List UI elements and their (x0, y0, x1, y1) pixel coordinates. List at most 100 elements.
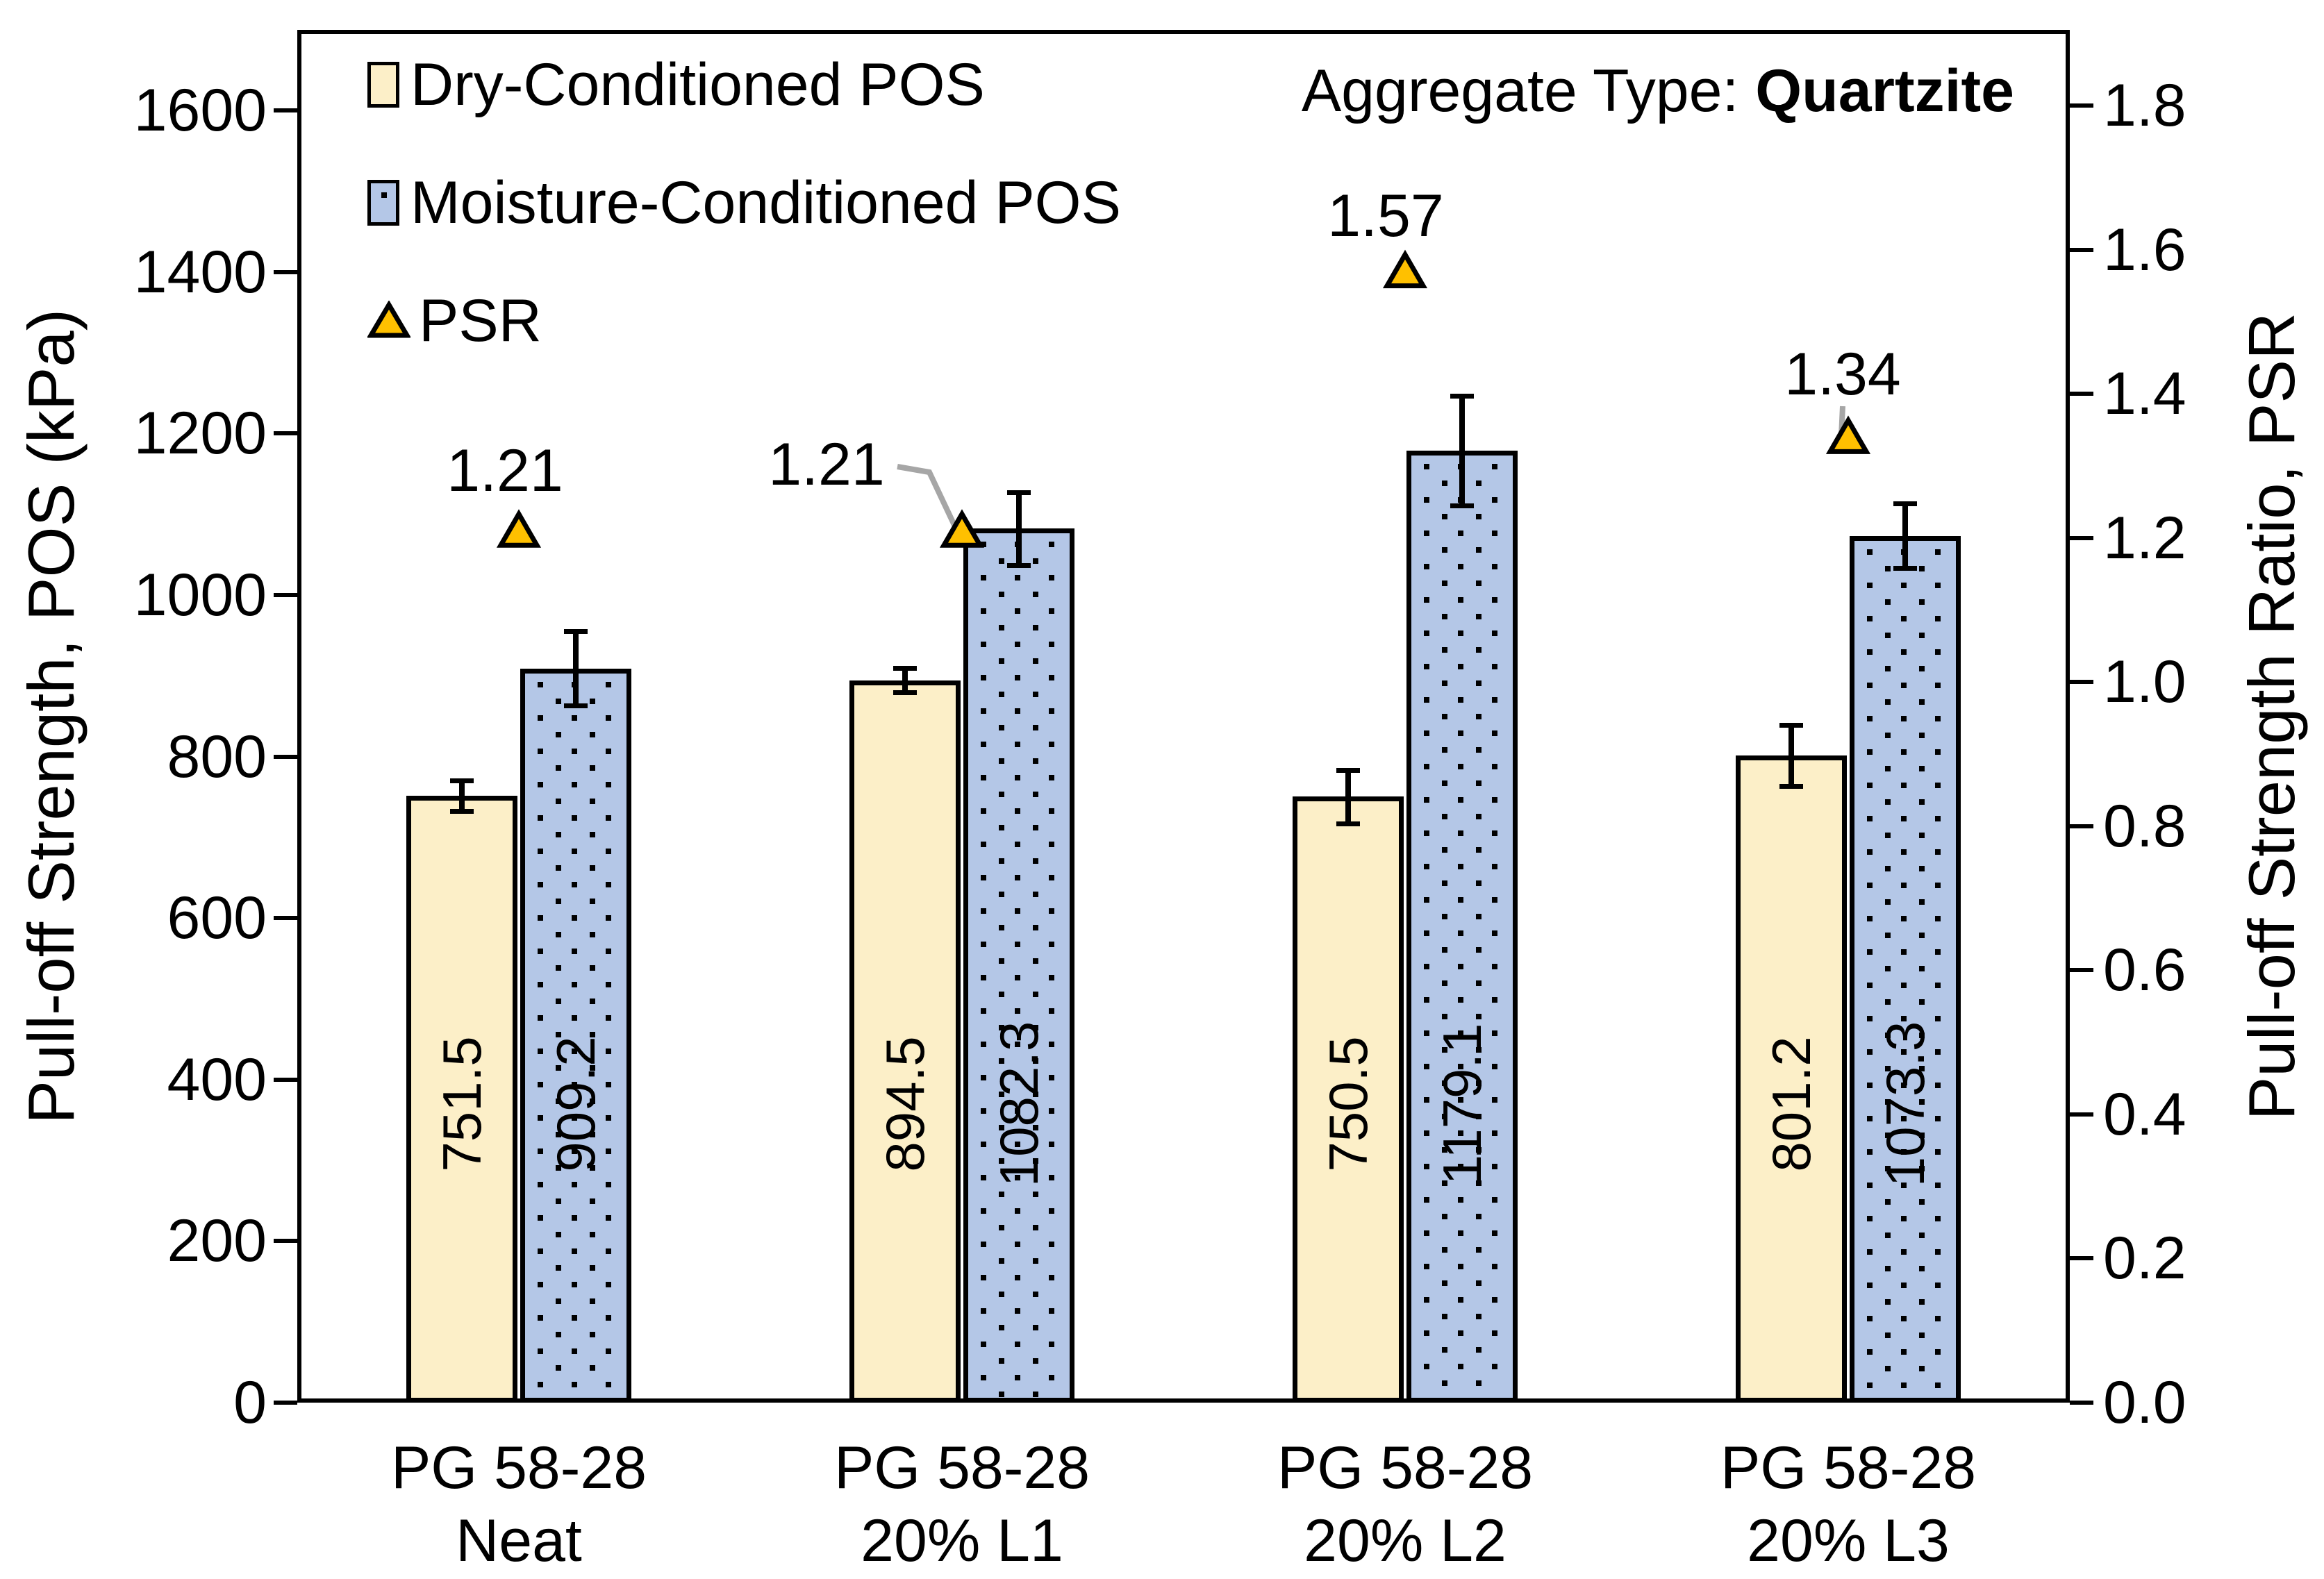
pattern-dot (1476, 980, 1481, 986)
pattern-dot (590, 931, 595, 937)
pattern-dot (981, 708, 986, 715)
pattern-dot (556, 1131, 561, 1137)
pattern-dot (981, 1342, 986, 1348)
pattern-dot (1015, 1008, 1020, 1014)
pattern-dot (1867, 949, 1873, 955)
pattern-dot (1935, 1282, 1941, 1288)
pattern-dot (1492, 863, 1497, 869)
pattern-dot (1901, 1315, 1907, 1321)
pattern-dot (1885, 1332, 1891, 1338)
pattern-dot (1901, 949, 1907, 955)
pattern-dot (1458, 1030, 1463, 1036)
pattern-dot (1901, 1115, 1907, 1121)
psr-value-label: 1.34 (1784, 341, 1901, 408)
pattern-dot (1458, 796, 1463, 803)
pattern-dot (999, 825, 1004, 831)
pattern-dot (1935, 882, 1941, 888)
x-category-label: PG 58-28 20% L2 (1277, 1435, 1534, 1574)
left-axis-tick (274, 1077, 297, 1082)
pattern-dot (1476, 846, 1481, 853)
pattern-dot (1885, 965, 1891, 971)
pattern-dot (1015, 1242, 1020, 1248)
pattern-dot (1424, 596, 1429, 603)
pattern-dot (538, 781, 543, 787)
pattern-dot (999, 992, 1004, 998)
pattern-dot (1442, 913, 1447, 919)
pattern-dot (572, 1148, 577, 1154)
pattern-dot (1442, 1146, 1447, 1153)
pattern-dot (1867, 782, 1873, 788)
pattern-dot (606, 781, 611, 787)
x-category-label: PG 58-28 20% L3 (1720, 1435, 1977, 1574)
pattern-dot (1015, 1308, 1020, 1314)
pattern-dot (1919, 732, 1925, 738)
pattern-dot (1901, 615, 1907, 621)
pattern-dot (1919, 1198, 1925, 1205)
bar-value-label: 1082.3 (988, 1021, 1049, 1187)
pattern-dot (999, 1125, 1004, 1131)
right-axis-tick-label: 0.6 (2103, 937, 2186, 1004)
pattern-dot (572, 1181, 577, 1187)
pattern-dot (1442, 880, 1447, 886)
pattern-dot (1867, 1315, 1873, 1321)
pattern-dot (999, 725, 1004, 731)
pattern-dot (981, 975, 986, 981)
pattern-dot (1492, 1130, 1497, 1136)
pattern-dot (1049, 608, 1054, 615)
pattern-dot (538, 1148, 543, 1154)
pattern-dot (999, 1158, 1004, 1164)
pattern-dot (1935, 1215, 1941, 1221)
pattern-dot (1442, 546, 1447, 553)
pattern-dot (1492, 630, 1497, 636)
pattern-dot (1458, 996, 1463, 1003)
pattern-dot (572, 1081, 577, 1087)
pattern-dot (1442, 480, 1447, 486)
error-bar-cap-top (1779, 723, 1803, 728)
legend-item-psr: PSR (367, 289, 1121, 353)
right-axis-tick-label: 0.0 (2103, 1369, 2186, 1436)
pattern-dot (606, 914, 611, 921)
pattern-dot (1867, 1182, 1873, 1188)
left-axis-tick (274, 269, 297, 274)
pattern-dot (1033, 925, 1038, 931)
pattern-dot (590, 964, 595, 971)
pattern-dot (1015, 775, 1020, 781)
error-bar-line (1016, 492, 1022, 565)
pattern-dot (606, 1281, 611, 1287)
pattern-dot (538, 1248, 543, 1254)
right-axis-tick (2070, 103, 2093, 108)
pattern-dot (1442, 746, 1447, 753)
pattern-dot (1935, 982, 1941, 988)
pattern-dot (1492, 496, 1497, 503)
error-bar-cap-bottom (893, 690, 917, 696)
right-axis-tick-label: 1.4 (2103, 360, 2186, 428)
pattern-dot (1033, 725, 1038, 731)
pattern-dot (538, 848, 543, 854)
pattern-dot (1919, 1298, 1925, 1305)
pattern-dot (538, 1348, 543, 1354)
pattern-dot (1885, 1032, 1891, 1038)
pattern-dot (1015, 1108, 1020, 1114)
pattern-dot (1919, 1332, 1925, 1338)
pattern-dot (1049, 542, 1054, 548)
pattern-dot (1015, 642, 1020, 648)
pattern-dot (1901, 715, 1907, 721)
pattern-dot (1015, 742, 1020, 748)
pattern-dot (1424, 1030, 1429, 1036)
pattern-dot (999, 692, 1004, 698)
pattern-dot (572, 848, 577, 854)
left-axis-tick-label: 1400 (133, 238, 267, 306)
pattern-dot (1935, 549, 1941, 555)
error-bar-cap-bottom (1893, 566, 1917, 571)
pattern-dot (981, 775, 986, 781)
error-bar-cap-top (893, 666, 917, 671)
pattern-dot (1901, 682, 1907, 688)
pattern-dot (556, 964, 561, 971)
pattern-dot (1867, 582, 1873, 588)
chart-title-prefix: Aggregate Type: (1301, 58, 1756, 124)
pattern-dot (999, 858, 1004, 864)
pattern-dot (1935, 949, 1941, 955)
pattern-dot (572, 1014, 577, 1021)
pattern-dot (1885, 1065, 1891, 1071)
pattern-dot (981, 1008, 986, 1014)
